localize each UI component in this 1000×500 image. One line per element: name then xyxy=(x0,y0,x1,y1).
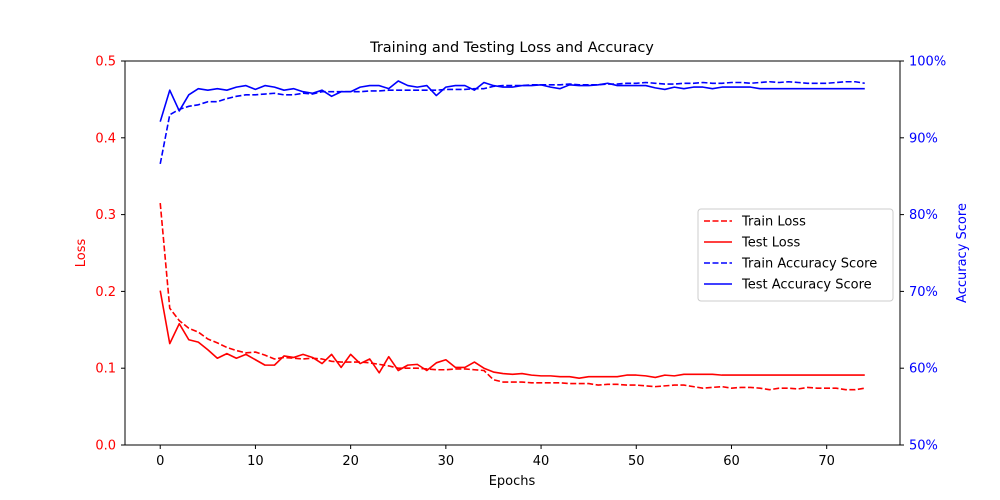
train-accuracy-score-line xyxy=(159,80,865,165)
x-tick-label: 60 xyxy=(723,454,740,469)
x-axis-ticks: 0 10 20 30 40 50 60 70 xyxy=(156,445,835,469)
y-right-tick-label: 80% xyxy=(909,208,938,223)
x-tick-label: 30 xyxy=(438,454,455,469)
y-left-tick-label: 0.0 xyxy=(95,439,116,454)
y-right-tick-label: 70% xyxy=(909,285,938,300)
x-tick-label: 10 xyxy=(247,454,264,469)
plot-frame xyxy=(124,60,901,446)
legend-label: Test Accuracy Score xyxy=(741,278,872,293)
y-right-tick-label: 50% xyxy=(909,439,938,454)
x-tick-label: 70 xyxy=(818,454,835,469)
y-left-tick-label: 0.4 xyxy=(95,131,116,146)
y-left-tick-label: 0.3 xyxy=(95,208,116,223)
y-right-tick-label: 100% xyxy=(909,55,946,70)
y-axis-right-ticks: 50% 60% 70% 80% 90% 100% xyxy=(900,55,946,454)
y-left-tick-label: 0.5 xyxy=(95,55,116,70)
train-loss-line xyxy=(159,203,865,391)
legend-label: Train Accuracy Score xyxy=(741,257,877,272)
x-tick-label: 40 xyxy=(533,454,550,469)
test-accuracy-score-line xyxy=(159,80,865,122)
legend-label: Train Loss xyxy=(741,215,806,230)
y-right-tick-label: 60% xyxy=(909,362,938,377)
x-tick-label: 50 xyxy=(628,454,645,469)
y-axis-right-label: Accuracy Score xyxy=(955,203,970,303)
legend: Train Loss Test Loss Train Accuracy Score T… xyxy=(697,208,894,302)
legend-label: Test Loss xyxy=(741,236,800,251)
y-axis-left-ticks: 0.0 0.1 0.2 0.3 0.4 0.5 xyxy=(95,55,125,454)
legend-box xyxy=(697,208,894,302)
y-right-tick-label: 90% xyxy=(909,131,938,146)
x-tick-label: 0 xyxy=(156,454,164,469)
series-lines xyxy=(159,80,865,391)
y-axis-left-label: Loss xyxy=(74,239,89,268)
x-axis-label: Epochs xyxy=(489,474,536,489)
test-loss-line xyxy=(159,290,865,379)
chart-title: Training and Testing Loss and Accuracy xyxy=(369,40,654,56)
y-left-tick-label: 0.1 xyxy=(95,362,116,377)
y-left-tick-label: 0.2 xyxy=(95,285,116,300)
x-tick-label: 20 xyxy=(342,454,359,469)
